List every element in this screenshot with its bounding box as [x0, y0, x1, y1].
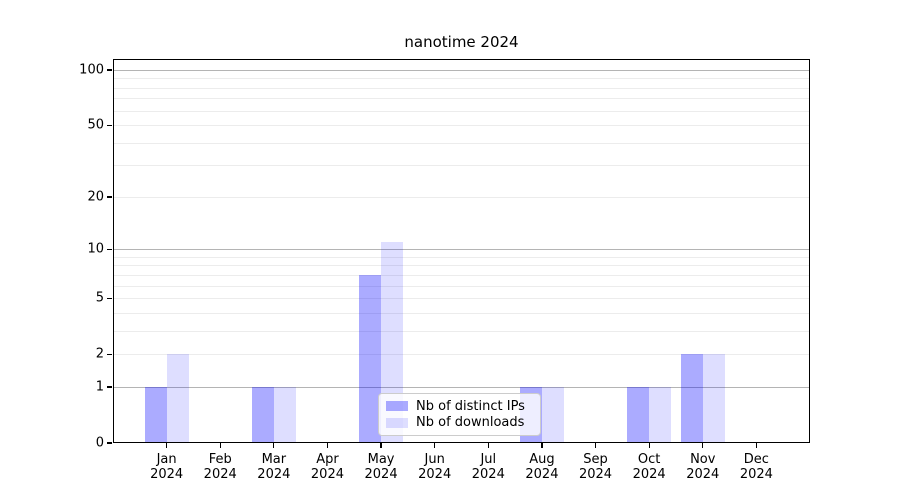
major-gridline — [113, 249, 810, 251]
x-tick-mark — [326, 443, 329, 448]
x-tick-label: Dec 2024 — [739, 452, 773, 482]
y-tick-mark — [107, 69, 112, 71]
major-gridline — [113, 386, 810, 388]
minor-gridline — [113, 87, 810, 89]
chart-title: nanotime 2024 — [404, 33, 519, 51]
minor-gridline — [113, 265, 810, 267]
bar-downloads-aug — [541, 386, 564, 443]
y-tick-mark — [107, 248, 112, 250]
minor-gridline — [113, 354, 810, 356]
y-tick-label: 1 — [95, 379, 104, 395]
y-tick-mark — [107, 124, 112, 126]
legend: Nb of distinct IPs Nb of downloads — [378, 393, 541, 436]
x-tick-mark — [702, 443, 704, 448]
minor-gridline — [113, 196, 810, 198]
x-tick-label: Apr 2024 — [310, 452, 344, 482]
y-tick-label: 50 — [87, 117, 104, 133]
x-tick-mark — [380, 443, 382, 448]
y-tick-mark — [107, 297, 112, 299]
minor-gridline — [113, 142, 810, 144]
legend-swatch-distinct-ips — [386, 401, 408, 412]
bar-distinct-ips-oct — [627, 386, 650, 443]
x-tick-label: Oct 2024 — [632, 452, 666, 482]
x-tick-mark — [273, 443, 275, 448]
x-tick-mark — [166, 443, 168, 448]
minor-gridline — [113, 274, 810, 276]
minor-gridline — [113, 312, 810, 314]
x-tick-mark — [755, 443, 757, 448]
minor-gridline — [113, 285, 810, 287]
x-tick-mark — [541, 443, 543, 448]
x-tick-label: Mar 2024 — [257, 452, 291, 482]
minor-gridline — [113, 330, 810, 332]
legend-label-distinct-ips: Nb of distinct IPs — [416, 398, 525, 414]
x-tick-mark — [487, 443, 489, 448]
legend-label-downloads: Nb of downloads — [416, 415, 525, 431]
legend-item-downloads: Nb of downloads — [386, 415, 533, 431]
bar-distinct-ips-may — [359, 274, 382, 443]
x-tick-label: Aug 2024 — [525, 452, 559, 482]
y-tick-mark — [107, 386, 112, 388]
x-tick-label: Feb 2024 — [203, 452, 237, 482]
minor-gridline — [113, 256, 810, 258]
bar-downloads-jan — [166, 354, 189, 443]
y-tick-label: 20 — [87, 189, 104, 205]
x-tick-label: May 2024 — [364, 452, 398, 482]
bar-distinct-ips-nov — [680, 354, 703, 443]
legend-swatch-downloads — [386, 417, 408, 428]
x-tick-label: Sep 2024 — [578, 452, 613, 482]
y-tick-label: 100 — [79, 62, 104, 78]
y-tick-label: 5 — [95, 290, 104, 306]
x-tick-label: Jun 2024 — [418, 452, 452, 482]
minor-gridline — [113, 110, 810, 112]
minor-gridline — [113, 125, 810, 127]
minor-gridline — [113, 298, 810, 300]
bar-distinct-ips-mar — [251, 386, 274, 443]
x-tick-mark — [434, 443, 436, 448]
bar-distinct-ips-jan — [144, 386, 167, 443]
y-tick-label: 0 — [95, 435, 104, 451]
minor-gridline — [113, 78, 810, 80]
minor-gridline — [113, 165, 810, 167]
legend-item-distinct-ips: Nb of distinct IPs — [386, 398, 533, 414]
x-tick-mark — [648, 443, 650, 448]
x-tick-label: Jul 2024 — [471, 452, 505, 482]
y-tick-mark — [107, 353, 112, 355]
y-tick-mark — [107, 442, 112, 444]
bar-downloads-may — [381, 242, 404, 443]
x-tick-label: Nov 2024 — [686, 452, 720, 482]
y-tick-mark — [107, 196, 112, 198]
x-tick-mark — [219, 443, 221, 448]
bar-downloads-mar — [273, 386, 296, 443]
major-gridline — [113, 70, 810, 71]
bar-downloads-oct — [649, 386, 672, 443]
y-tick-label: 10 — [87, 241, 104, 257]
minor-gridline — [113, 98, 810, 100]
bar-downloads-nov — [702, 354, 725, 443]
x-tick-label: Jan 2024 — [150, 452, 184, 482]
x-tick-mark — [594, 443, 597, 448]
y-tick-label: 2 — [95, 346, 104, 362]
